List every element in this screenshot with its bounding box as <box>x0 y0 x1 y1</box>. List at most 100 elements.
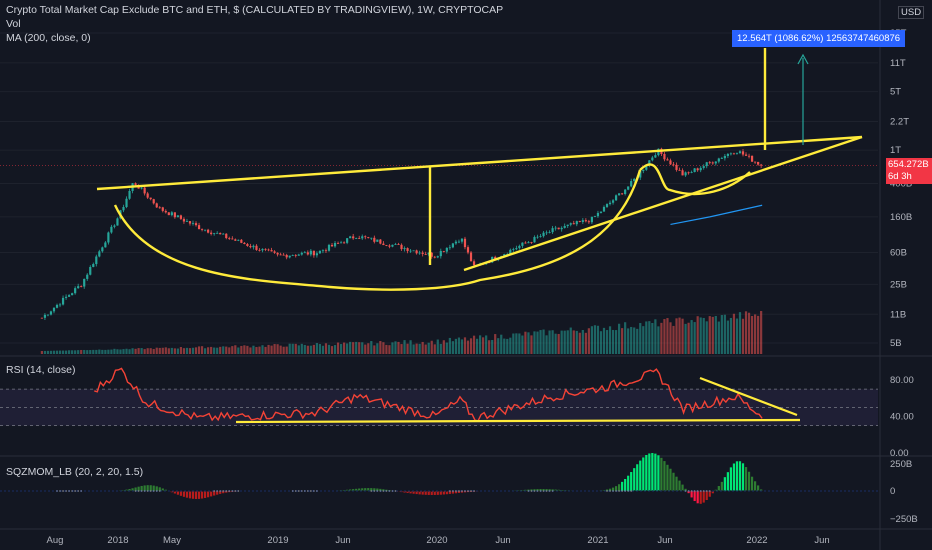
volume-bar <box>234 345 237 354</box>
candle-body <box>200 229 204 230</box>
volume-bar <box>726 320 729 354</box>
volume-bar <box>497 338 500 354</box>
volume-bar <box>512 333 515 354</box>
volume-bar <box>433 344 436 354</box>
sqz-bar <box>358 488 361 491</box>
sqz-bar <box>690 491 693 498</box>
candle-body <box>158 207 161 209</box>
time-tick-label: 2022 <box>746 535 767 546</box>
candle-body <box>530 242 533 244</box>
volume-bar <box>569 327 572 354</box>
candle-body <box>243 242 246 245</box>
time-tick-label: Jun <box>657 535 672 546</box>
volume-bar <box>614 330 618 354</box>
rsi-resistance-line <box>699 376 798 417</box>
candle-body <box>318 250 322 254</box>
candle-body <box>524 242 527 244</box>
volume-bar <box>240 345 243 354</box>
volume-bar <box>373 345 376 354</box>
volume-bar <box>418 343 421 354</box>
currency-label[interactable]: USD <box>898 6 925 19</box>
volume-bar <box>364 344 367 354</box>
sqz-dot <box>134 490 137 492</box>
volume-bar <box>548 330 551 354</box>
volume-bar <box>231 346 234 354</box>
sqz-dot <box>201 490 203 492</box>
candle-body <box>303 252 306 254</box>
sqz-bar <box>210 491 213 497</box>
sqz-bar <box>149 485 152 491</box>
candle-body <box>403 248 406 250</box>
sqz-dot <box>757 490 760 492</box>
candle-body <box>291 255 294 257</box>
candle-body <box>675 164 678 170</box>
volume-bar <box>436 339 439 354</box>
candle-body <box>61 297 65 305</box>
volume-bar <box>545 335 548 354</box>
sqz-tick-label: 250B <box>890 459 912 470</box>
volume-bar <box>261 345 264 354</box>
sqz-bar <box>367 488 370 491</box>
price-tick-label: 60B <box>890 248 907 259</box>
sqz-dot <box>77 490 80 492</box>
volume-bar <box>415 343 418 354</box>
candle-body <box>43 314 47 318</box>
candle-body <box>273 251 276 253</box>
candle-body <box>367 237 370 239</box>
candle-body <box>512 249 515 251</box>
volume-bar <box>213 347 216 354</box>
volume-bar <box>388 345 391 354</box>
sqz-bar <box>669 468 672 491</box>
candle-body <box>672 164 675 166</box>
volume-bar <box>188 348 192 354</box>
volume-bar <box>445 342 448 354</box>
sqz-bar <box>143 485 146 491</box>
volume-bar <box>457 337 461 354</box>
sqz-dot <box>693 490 696 492</box>
rsi-line <box>94 367 763 422</box>
sqz-bar <box>352 489 355 491</box>
sqz-dot <box>642 490 645 492</box>
volume-bar <box>744 311 748 354</box>
candle-body <box>602 206 606 212</box>
candle-body <box>518 245 521 249</box>
sqz-dot <box>485 490 488 492</box>
volume-bar <box>270 345 273 354</box>
sqz-dot <box>89 490 92 492</box>
candle-body <box>545 232 548 234</box>
volume-bar <box>143 349 146 354</box>
volume-bar <box>288 343 291 354</box>
candle-body <box>140 187 143 189</box>
sqz-bar <box>373 488 376 491</box>
candle-body <box>210 232 213 234</box>
volume-bar <box>611 329 615 354</box>
sqz-bar <box>639 460 642 491</box>
projection-label[interactable]: 12.564T (1086.62%) 12563747460876 <box>732 30 906 47</box>
candle-body <box>494 256 497 260</box>
sqz-bar <box>699 491 702 504</box>
candle-body <box>557 227 560 230</box>
candle-body <box>699 167 702 171</box>
candle-body <box>466 247 470 253</box>
sqz-bar <box>548 489 551 491</box>
candle-body <box>207 229 210 233</box>
sqz-bar <box>630 472 633 491</box>
volume-bar <box>681 318 684 354</box>
sqz-dot <box>702 490 705 492</box>
volume-bar <box>397 341 400 354</box>
volume-bar <box>382 342 385 354</box>
candle-body <box>648 160 651 166</box>
candle-body <box>194 223 198 226</box>
volume-bar <box>152 349 155 354</box>
sqz-dot <box>237 490 240 492</box>
volume-bar <box>735 318 739 354</box>
sqz-dot <box>509 490 512 492</box>
volume-bar <box>355 341 358 354</box>
trend-drawings[interactable] <box>96 48 863 424</box>
sqz-dot <box>297 490 300 492</box>
volume-bar <box>255 347 258 354</box>
sqz-bar <box>657 455 660 491</box>
candle-body <box>330 244 334 247</box>
candle-body <box>179 215 183 219</box>
